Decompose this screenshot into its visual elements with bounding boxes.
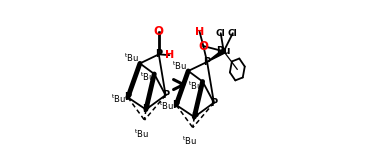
Text: $\mathregular{^{t}}$Bu: $\mathregular{^{t}}$Bu: [140, 71, 155, 83]
Text: H: H: [195, 27, 204, 37]
Text: O: O: [198, 40, 208, 53]
Text: Cl: Cl: [228, 29, 238, 38]
Text: P: P: [124, 92, 132, 102]
Text: P: P: [155, 49, 163, 59]
Text: $\mathregular{^{t}}$Bu: $\mathregular{^{t}}$Bu: [172, 59, 187, 72]
Text: Cl: Cl: [216, 29, 226, 38]
Text: P: P: [204, 57, 211, 67]
Polygon shape: [207, 50, 225, 62]
Text: P: P: [162, 90, 169, 100]
Text: P: P: [210, 98, 217, 108]
Text: $\mathregular{^{t}}$Bu: $\mathregular{^{t}}$Bu: [182, 135, 197, 147]
Text: $\mathregular{^{t}}$Bu: $\mathregular{^{t}}$Bu: [188, 79, 203, 92]
Text: H: H: [165, 50, 174, 60]
Text: P: P: [191, 112, 198, 122]
Text: $\mathregular{^{t}}$Bu: $\mathregular{^{t}}$Bu: [124, 51, 139, 64]
Text: O: O: [154, 25, 164, 38]
Text: Ru: Ru: [217, 46, 231, 56]
Text: $\mathregular{^{t}}$Bu: $\mathregular{^{t}}$Bu: [110, 92, 125, 105]
Text: $\mathregular{^{t}}$Bu: $\mathregular{^{t}}$Bu: [134, 127, 149, 140]
Text: $\mathregular{^{t}}$Bu: $\mathregular{^{t}}$Bu: [159, 100, 174, 112]
Text: P: P: [143, 104, 150, 114]
Text: P: P: [173, 100, 180, 110]
